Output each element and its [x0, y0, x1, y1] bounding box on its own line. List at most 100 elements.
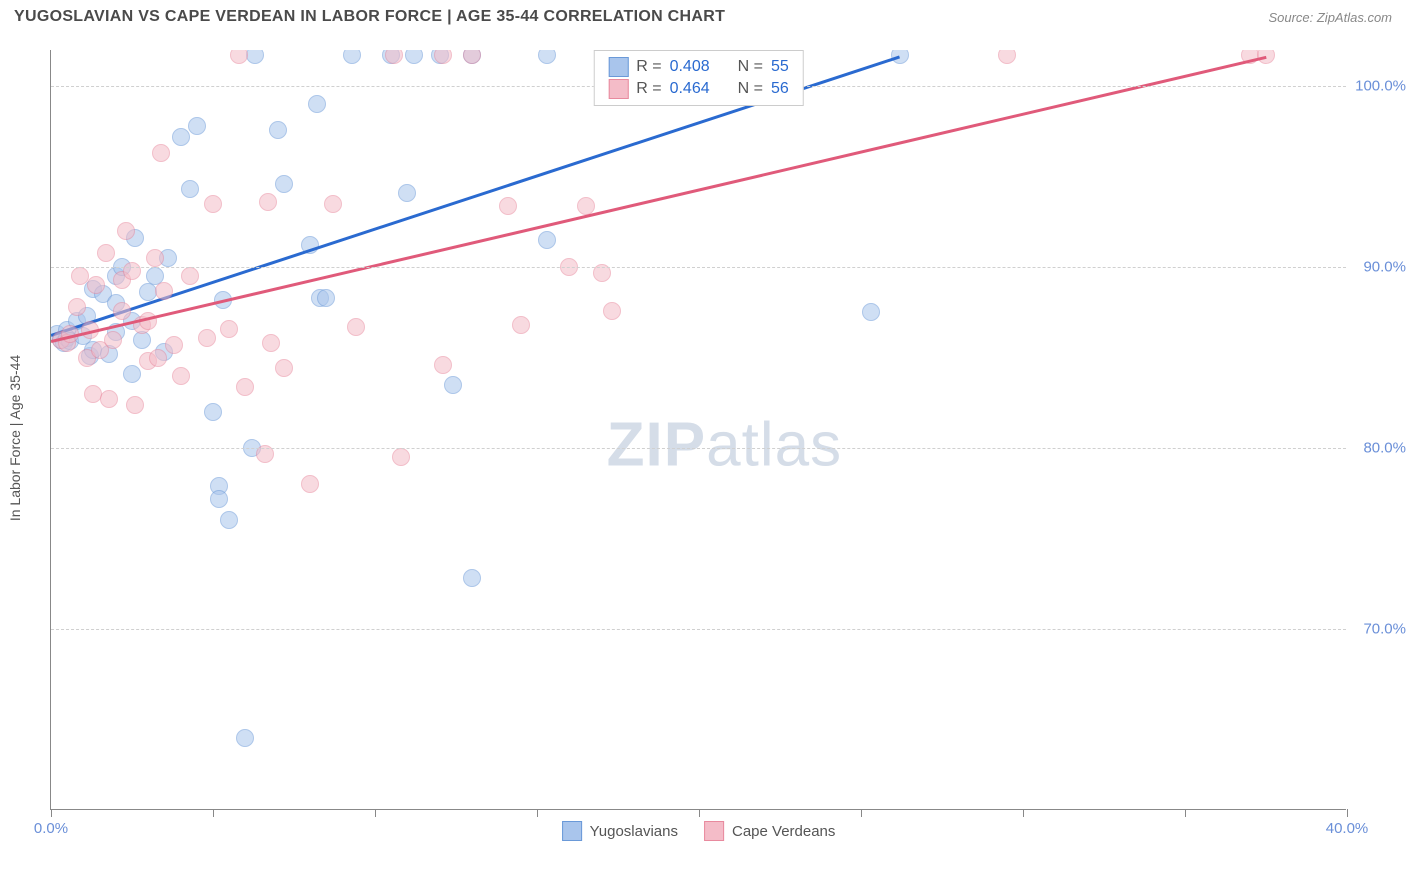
data-point	[181, 267, 199, 285]
gridline	[51, 267, 1346, 268]
series-legend: Yugoslavians Cape Verdeans	[562, 821, 836, 841]
x-tick-mark	[537, 809, 538, 817]
data-point	[104, 331, 122, 349]
legend-r-label: R =	[636, 58, 661, 76]
data-point	[538, 231, 556, 249]
x-tick-label: 0.0%	[34, 820, 68, 837]
data-point	[308, 95, 326, 113]
data-point	[220, 511, 238, 529]
gridline	[51, 448, 1346, 449]
data-point	[262, 334, 280, 352]
data-point	[113, 302, 131, 320]
data-point	[71, 267, 89, 285]
x-tick-label: 40.0%	[1326, 820, 1369, 837]
data-point	[463, 50, 481, 64]
data-point	[165, 336, 183, 354]
x-tick-mark	[375, 809, 376, 817]
data-point	[100, 390, 118, 408]
data-point	[68, 298, 86, 316]
data-point	[198, 329, 216, 347]
data-point	[343, 50, 361, 64]
x-tick-mark	[213, 809, 214, 817]
data-point	[204, 403, 222, 421]
data-point	[392, 448, 410, 466]
legend-swatch	[608, 57, 628, 77]
data-point	[181, 180, 199, 198]
y-tick-label: 90.0%	[1351, 259, 1406, 276]
y-tick-label: 80.0%	[1351, 440, 1406, 457]
data-point	[146, 249, 164, 267]
chart-title: YUGOSLAVIAN VS CAPE VERDEAN IN LABOR FOR…	[14, 8, 725, 26]
y-axis-label: In Labor Force | Age 35-44	[7, 355, 23, 521]
data-point	[324, 195, 342, 213]
data-point	[210, 490, 228, 508]
data-point	[385, 50, 403, 64]
gridline	[51, 629, 1346, 630]
data-point	[97, 244, 115, 262]
data-point	[538, 50, 556, 64]
data-point	[434, 50, 452, 64]
data-point	[259, 193, 277, 211]
legend-swatch	[562, 821, 582, 841]
correlation-legend: R = 0.408 N = 55 R = 0.464 N = 56	[593, 50, 804, 106]
data-point	[317, 289, 335, 307]
data-point	[499, 197, 517, 215]
legend-n-value: 56	[771, 80, 789, 98]
legend-swatch	[608, 79, 628, 99]
data-point	[603, 302, 621, 320]
x-tick-mark	[699, 809, 700, 817]
data-point	[172, 367, 190, 385]
data-point	[512, 316, 530, 334]
data-point	[236, 729, 254, 747]
legend-row: R = 0.464 N = 56	[608, 79, 789, 99]
legend-label: Yugoslavians	[590, 823, 678, 840]
data-point	[463, 569, 481, 587]
data-point	[117, 222, 135, 240]
y-tick-label: 70.0%	[1351, 621, 1406, 638]
data-point	[275, 359, 293, 377]
legend-r-label: R =	[636, 80, 661, 98]
data-point	[275, 175, 293, 193]
y-tick-label: 100.0%	[1351, 78, 1406, 95]
data-point	[398, 184, 416, 202]
data-point	[188, 117, 206, 135]
data-point	[126, 396, 144, 414]
legend-swatch	[704, 821, 724, 841]
data-point	[301, 475, 319, 493]
data-point	[123, 365, 141, 383]
data-point	[862, 303, 880, 321]
data-point	[152, 144, 170, 162]
x-tick-mark	[1023, 809, 1024, 817]
data-point	[444, 376, 462, 394]
x-tick-mark	[51, 809, 52, 817]
data-point	[269, 121, 287, 139]
legend-n-label: N =	[738, 80, 763, 98]
chart-plot-area: ZIPatlas R =0.408N =55R =0.464N =56 Yugo…	[50, 50, 1346, 810]
x-tick-mark	[861, 809, 862, 817]
legend-n-value: 55	[771, 58, 789, 76]
data-point	[87, 276, 105, 294]
data-point	[230, 50, 248, 64]
data-point	[155, 282, 173, 300]
legend-r-value: 0.464	[670, 80, 710, 98]
x-tick-mark	[1185, 809, 1186, 817]
data-point	[172, 128, 190, 146]
data-point	[204, 195, 222, 213]
data-point	[149, 349, 167, 367]
data-point	[577, 197, 595, 215]
legend-item: Yugoslavians	[562, 821, 678, 841]
data-point	[236, 378, 254, 396]
data-point	[434, 356, 452, 374]
legend-item: Cape Verdeans	[704, 821, 835, 841]
legend-r-value: 0.408	[670, 58, 710, 76]
data-point	[246, 50, 264, 64]
data-point	[220, 320, 238, 338]
x-tick-mark	[1347, 809, 1348, 817]
data-point	[405, 50, 423, 64]
data-point	[347, 318, 365, 336]
data-point	[123, 262, 141, 280]
data-point	[998, 50, 1016, 64]
source-attribution: Source: ZipAtlas.com	[1268, 10, 1392, 25]
legend-n-label: N =	[738, 58, 763, 76]
legend-row: R = 0.408 N = 55	[608, 57, 789, 77]
